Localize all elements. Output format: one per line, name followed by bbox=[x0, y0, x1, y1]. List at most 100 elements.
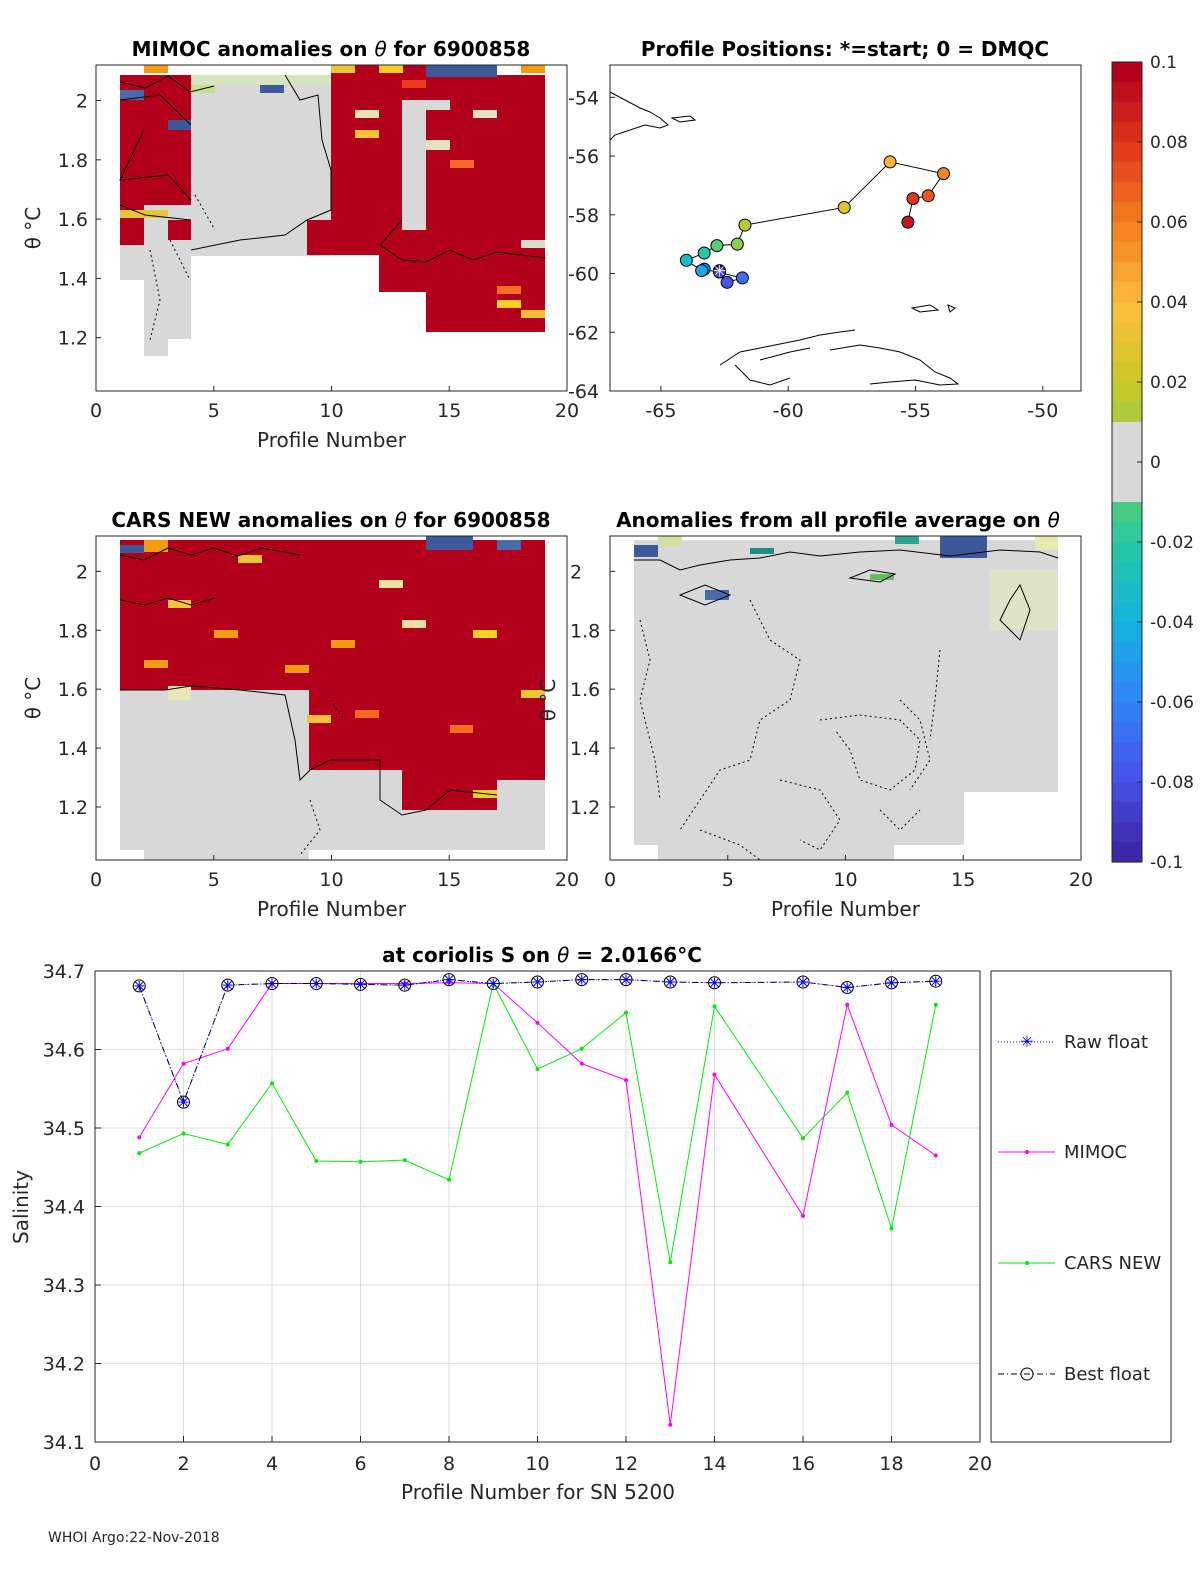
colorbar-band bbox=[1112, 642, 1142, 663]
colorbar-band bbox=[1112, 402, 1142, 423]
colorbar-band bbox=[1112, 702, 1142, 723]
mimoc-point bbox=[889, 1122, 894, 1127]
mimoc-point bbox=[712, 1072, 717, 1077]
colorbar-band bbox=[1112, 582, 1142, 603]
mimoc-xtick-label: 0 bbox=[90, 400, 102, 422]
mimoc-xtick-label: 15 bbox=[437, 400, 461, 422]
profile-position-marker bbox=[901, 215, 915, 229]
y-tick-label: 34.2 bbox=[43, 1354, 85, 1376]
colorbar-band bbox=[1112, 342, 1142, 363]
y-tick-label: 34.6 bbox=[43, 1040, 85, 1062]
map-ytick-label: -56 bbox=[568, 146, 599, 168]
salinity-legend: ✳ Raw float MIMOC CARS NEW Best float bbox=[990, 970, 1172, 1443]
cars-new-point bbox=[447, 1177, 451, 1182]
x-tick-label: 2 bbox=[177, 1453, 189, 1475]
cars-ytick-label: 2 bbox=[76, 561, 88, 583]
map-xtick-label: -60 bbox=[773, 400, 804, 422]
avg-ylabel: θ °C bbox=[536, 679, 560, 722]
star-stroke bbox=[400, 980, 410, 990]
avg-xtick-label: 0 bbox=[604, 869, 616, 891]
profile-position-marker bbox=[738, 218, 752, 232]
avg-xlabel: Profile Number bbox=[771, 897, 921, 921]
star-stroke bbox=[798, 977, 808, 987]
colorbar-band bbox=[1112, 202, 1142, 223]
best-float-point bbox=[177, 1095, 190, 1109]
cars-new-point bbox=[535, 1067, 540, 1072]
map-xtick-label: -65 bbox=[645, 400, 676, 422]
raw-float-point bbox=[665, 976, 676, 987]
colorbar-band bbox=[1112, 362, 1142, 383]
mimoc-point bbox=[668, 1422, 673, 1427]
avg-xtick-label: 15 bbox=[951, 869, 975, 891]
avg-ytick-label: 2 bbox=[570, 561, 582, 583]
cars-xtick-label: 20 bbox=[555, 869, 579, 891]
colorbar-tick-label: 0.02 bbox=[1150, 373, 1188, 393]
colorbar-band bbox=[1112, 542, 1142, 563]
cars-new-point bbox=[358, 1159, 363, 1164]
colorbar-band bbox=[1112, 842, 1142, 863]
raw-float-point bbox=[709, 977, 720, 988]
best-float-point bbox=[354, 977, 367, 991]
cars-heatmap bbox=[119, 536, 545, 860]
cars-xtick-label: 15 bbox=[437, 869, 461, 891]
x-tick-label: 14 bbox=[702, 1453, 726, 1475]
colorbar-band bbox=[1112, 302, 1142, 323]
raw-float-point bbox=[355, 979, 366, 990]
cars-new-point bbox=[579, 1046, 584, 1051]
coastline bbox=[610, 91, 960, 386]
salinity-ylabel: Salinity bbox=[9, 1170, 33, 1244]
raw-float-point bbox=[930, 976, 941, 987]
raw-float-point bbox=[798, 976, 808, 987]
colorbar-band bbox=[1112, 502, 1142, 523]
profile-position-marker bbox=[679, 253, 693, 267]
float-track: ✳ bbox=[679, 155, 951, 289]
mimoc-anomaly-panel: MIMOC anomalies on θ for 6900858 bbox=[95, 37, 568, 392]
cars-new-point bbox=[270, 1081, 274, 1086]
avg-ytick-label: 1.2 bbox=[570, 797, 600, 819]
star-stroke bbox=[842, 983, 852, 992]
mimoc-xtick-label: 5 bbox=[208, 400, 220, 422]
profile-position-marker bbox=[710, 239, 724, 253]
cars-new-point bbox=[402, 1158, 407, 1163]
legend-cars-label: CARS NEW bbox=[1064, 1253, 1161, 1274]
profile-position-marker bbox=[937, 167, 951, 181]
colorbar-band bbox=[1112, 482, 1142, 503]
best-float-point bbox=[309, 977, 323, 991]
raw-float-line bbox=[138, 979, 936, 1104]
cars-ytick-label: 1.4 bbox=[58, 738, 88, 760]
raw-float-point bbox=[621, 974, 631, 985]
profile-position-marker bbox=[921, 189, 935, 203]
raw-float-point bbox=[532, 976, 543, 987]
cars-xlabel: Profile Number bbox=[257, 897, 407, 921]
profile-position-marker bbox=[695, 264, 709, 278]
salinity-chart-title: at coriolis S on θ = 2.0166°C bbox=[382, 943, 702, 967]
colorbar-band bbox=[1112, 422, 1142, 443]
x-tick-label: 8 bbox=[443, 1453, 455, 1475]
positions-axes-box bbox=[609, 64, 1082, 392]
cars-new-point bbox=[668, 1260, 673, 1265]
mimoc-xtick-label: 20 bbox=[555, 400, 579, 422]
avg-ytick-label: 1.4 bbox=[570, 738, 600, 760]
raw-float-point bbox=[267, 978, 277, 989]
map-xtick-label: -50 bbox=[1027, 400, 1058, 422]
colorbar-band bbox=[1112, 822, 1142, 843]
cars-ylabel: θ °C bbox=[21, 677, 45, 720]
avg-xtick-label: 10 bbox=[833, 869, 857, 891]
colorbar-band bbox=[1112, 522, 1142, 543]
cars-new-point bbox=[181, 1131, 186, 1136]
colorbar-tick-label: -0.02 bbox=[1150, 533, 1194, 553]
raw-float-point bbox=[311, 978, 322, 989]
map-xtick-label: -55 bbox=[900, 400, 931, 422]
raw-float-point bbox=[178, 1097, 189, 1108]
colorbar-band bbox=[1112, 162, 1142, 183]
colorbar-band bbox=[1112, 442, 1142, 463]
start-marker: ✳ bbox=[713, 262, 726, 281]
colorbar-band bbox=[1112, 62, 1142, 83]
star-stroke bbox=[577, 975, 587, 984]
salinity-xlabel: Profile Number for SN 5200 bbox=[401, 1480, 675, 1504]
y-tick-label: 34.7 bbox=[43, 961, 85, 983]
colorbar-tick-label: 0.06 bbox=[1150, 213, 1188, 233]
x-tick-label: 12 bbox=[614, 1453, 638, 1475]
colorbar-band bbox=[1112, 682, 1142, 703]
colorbar-tick-label: 0 bbox=[1150, 453, 1161, 473]
